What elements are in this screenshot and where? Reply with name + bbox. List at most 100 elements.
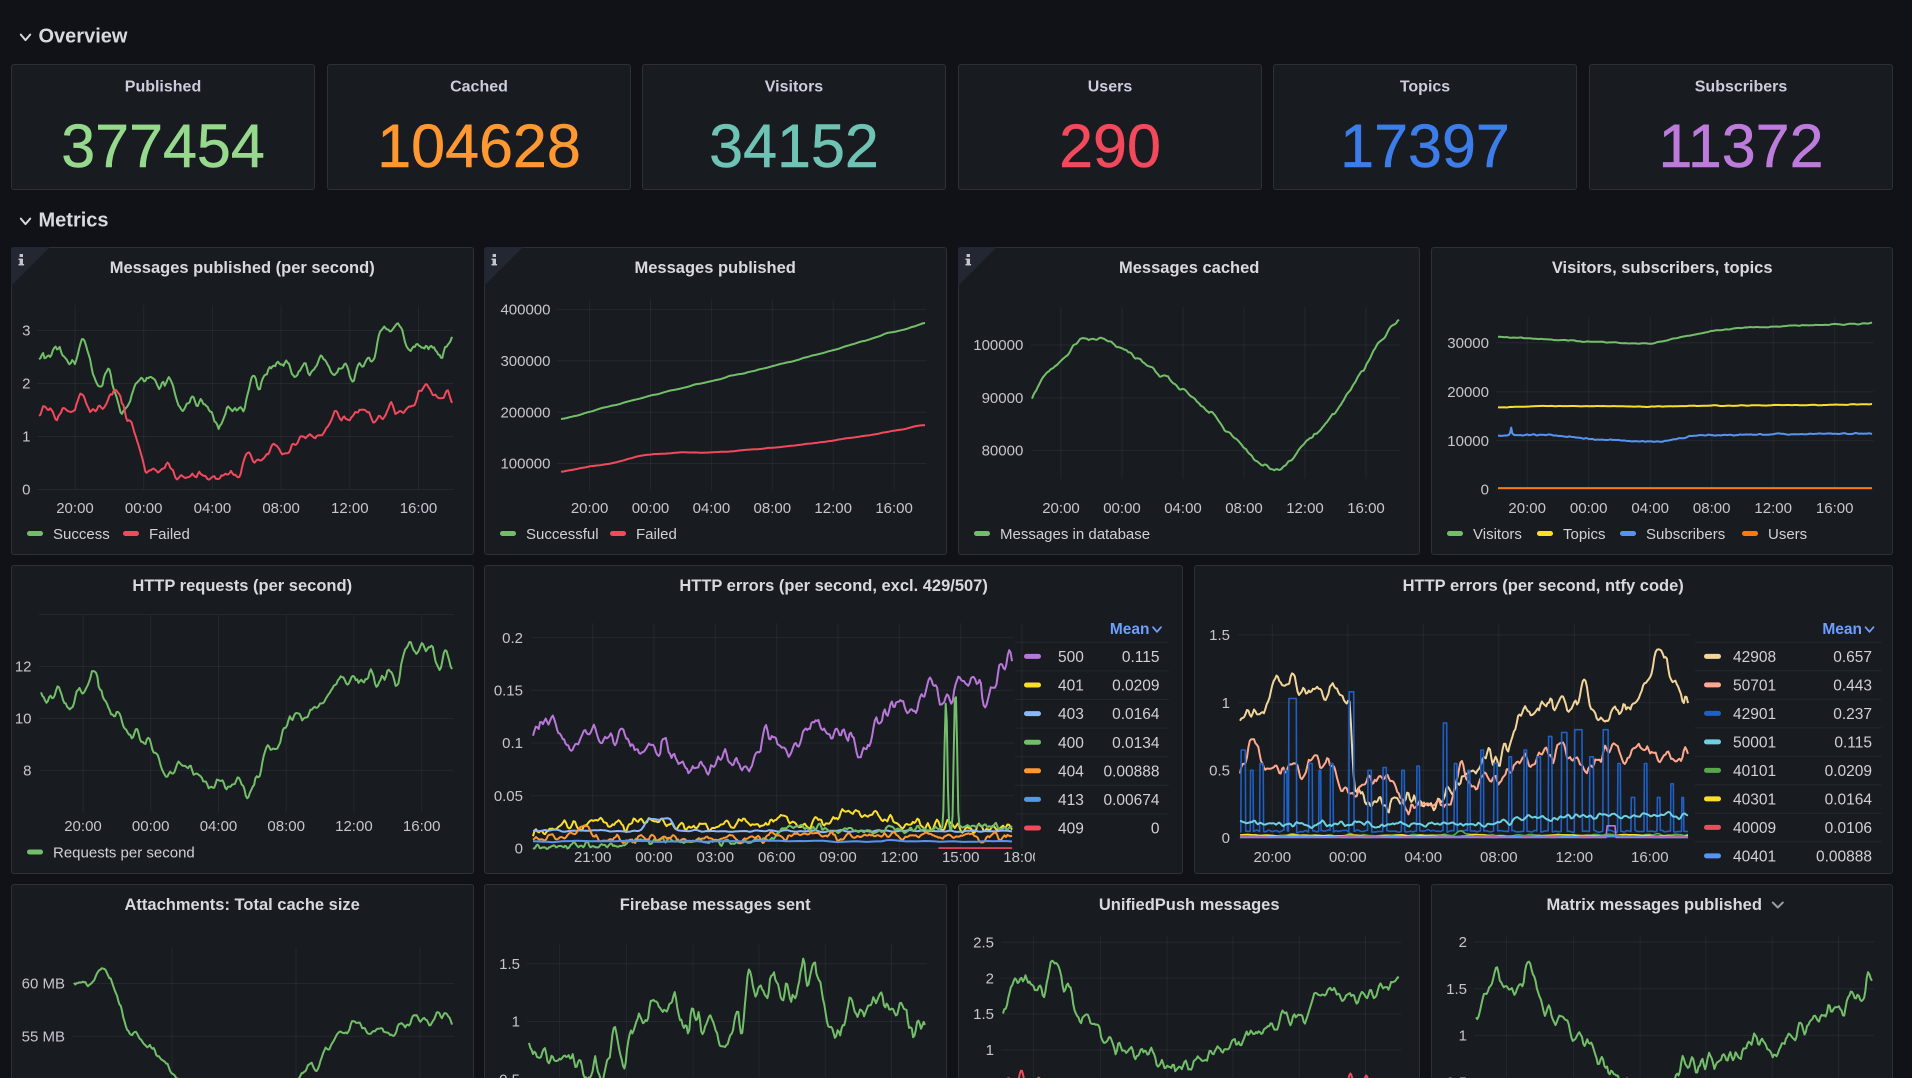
svg-text:Cached: Cached bbox=[450, 79, 508, 96]
svg-text:100000: 100000 bbox=[501, 455, 551, 472]
svg-text:11372: 11372 bbox=[1658, 112, 1823, 180]
svg-text:1: 1 bbox=[1458, 1028, 1466, 1045]
svg-text:UnifiedPush messages: UnifiedPush messages bbox=[1098, 896, 1279, 914]
svg-text:200000: 200000 bbox=[501, 404, 551, 421]
svg-text:12:00: 12:00 bbox=[815, 500, 853, 517]
svg-text:Overview: Overview bbox=[39, 26, 128, 48]
svg-text:300000: 300000 bbox=[501, 353, 551, 370]
svg-text:12:00: 12:00 bbox=[881, 849, 919, 866]
svg-text:08:00: 08:00 bbox=[1225, 500, 1263, 517]
svg-text:04:00: 04:00 bbox=[1631, 500, 1669, 517]
svg-text:08:00: 08:00 bbox=[267, 818, 305, 835]
svg-text:413: 413 bbox=[1058, 792, 1084, 809]
svg-text:60 MB: 60 MB bbox=[22, 976, 65, 993]
svg-text:3: 3 bbox=[22, 322, 30, 339]
svg-text:0.0134: 0.0134 bbox=[1112, 735, 1160, 752]
svg-text:HTTP errors (per second, excl.: HTTP errors (per second, excl. 429/507) bbox=[680, 577, 988, 595]
svg-text:12:00: 12:00 bbox=[335, 818, 373, 835]
svg-text:2: 2 bbox=[1458, 934, 1466, 951]
svg-text:Subscribers: Subscribers bbox=[1646, 526, 1725, 543]
svg-text:15:00: 15:00 bbox=[942, 849, 980, 866]
svg-text:34152: 34152 bbox=[709, 112, 879, 180]
svg-text:Failed: Failed bbox=[149, 526, 190, 543]
svg-text:10: 10 bbox=[15, 711, 32, 728]
svg-text:409: 409 bbox=[1058, 821, 1084, 838]
svg-text:0.237: 0.237 bbox=[1833, 706, 1872, 723]
svg-text:0.5: 0.5 bbox=[499, 1071, 520, 1078]
svg-text:Mean: Mean bbox=[1110, 621, 1150, 638]
svg-text:09:00: 09:00 bbox=[820, 849, 858, 866]
svg-text:18:00: 18:00 bbox=[1004, 849, 1042, 866]
svg-text:42901: 42901 bbox=[1733, 706, 1776, 723]
svg-text:1.5: 1.5 bbox=[973, 1006, 994, 1023]
svg-text:Messages published (per second: Messages published (per second) bbox=[110, 259, 375, 277]
svg-text:20000: 20000 bbox=[1447, 383, 1489, 400]
svg-text:04:00: 04:00 bbox=[1164, 500, 1202, 517]
svg-text:0.0106: 0.0106 bbox=[1825, 820, 1872, 837]
svg-text:500: 500 bbox=[1058, 649, 1084, 666]
svg-text:0: 0 bbox=[1222, 830, 1230, 847]
svg-text:HTTP errors (per second, ntfy: HTTP errors (per second, ntfy code) bbox=[1403, 577, 1684, 595]
svg-text:12:00: 12:00 bbox=[331, 500, 369, 517]
svg-text:0.5: 0.5 bbox=[1446, 1074, 1467, 1078]
svg-text:Firebase messages sent: Firebase messages sent bbox=[620, 896, 811, 914]
svg-text:Messages published: Messages published bbox=[635, 259, 796, 277]
svg-text:16:00: 16:00 bbox=[876, 500, 914, 517]
svg-text:12: 12 bbox=[15, 659, 32, 676]
svg-text:00:00: 00:00 bbox=[636, 849, 674, 866]
svg-text:403: 403 bbox=[1058, 706, 1084, 723]
svg-text:Mean: Mean bbox=[1822, 621, 1862, 638]
svg-text:2.5: 2.5 bbox=[973, 934, 994, 951]
svg-text:0.5: 0.5 bbox=[1209, 763, 1230, 780]
svg-text:Topics: Topics bbox=[1563, 526, 1606, 543]
svg-text:Messages cached: Messages cached bbox=[1119, 259, 1259, 277]
svg-text:90000: 90000 bbox=[981, 390, 1023, 407]
svg-text:20:00: 20:00 bbox=[571, 500, 609, 517]
svg-text:04:00: 04:00 bbox=[1405, 849, 1443, 866]
svg-text:Visitors: Visitors bbox=[1473, 526, 1522, 543]
svg-text:Visitors: Visitors bbox=[765, 79, 824, 96]
svg-text:0.0164: 0.0164 bbox=[1112, 706, 1160, 723]
svg-text:20:00: 20:00 bbox=[1254, 849, 1292, 866]
svg-text:Topics: Topics bbox=[1400, 79, 1450, 96]
svg-text:401: 401 bbox=[1058, 678, 1084, 695]
svg-text:40101: 40101 bbox=[1733, 763, 1776, 780]
svg-text:50701: 50701 bbox=[1733, 678, 1776, 695]
svg-text:290: 290 bbox=[1059, 112, 1161, 180]
svg-text:16:00: 16:00 bbox=[1347, 500, 1385, 517]
svg-text:2: 2 bbox=[985, 970, 993, 987]
svg-text:Users: Users bbox=[1768, 526, 1807, 543]
svg-text:12:00: 12:00 bbox=[1556, 849, 1594, 866]
svg-text:Requests per second: Requests per second bbox=[53, 845, 195, 862]
svg-text:0.00674: 0.00674 bbox=[1104, 792, 1160, 809]
svg-text:1.5: 1.5 bbox=[1209, 627, 1230, 644]
svg-text:Users: Users bbox=[1087, 79, 1132, 96]
svg-text:30000: 30000 bbox=[1447, 335, 1489, 352]
svg-text:0.00888: 0.00888 bbox=[1816, 849, 1872, 866]
svg-text:8: 8 bbox=[23, 763, 31, 780]
svg-text:400: 400 bbox=[1058, 735, 1084, 752]
svg-text:1: 1 bbox=[985, 1042, 993, 1059]
svg-text:16:00: 16:00 bbox=[400, 500, 438, 517]
svg-text:10000: 10000 bbox=[1447, 432, 1489, 449]
svg-text:21:00: 21:00 bbox=[574, 849, 612, 866]
svg-text:00:00: 00:00 bbox=[132, 818, 170, 835]
svg-text:16:00: 16:00 bbox=[1631, 849, 1669, 866]
svg-text:16:00: 16:00 bbox=[1816, 500, 1854, 517]
svg-text:0.115: 0.115 bbox=[1122, 649, 1160, 666]
svg-text:12:00: 12:00 bbox=[1286, 500, 1324, 517]
svg-text:Successful: Successful bbox=[526, 526, 599, 543]
svg-text:0.0164: 0.0164 bbox=[1825, 792, 1873, 809]
svg-text:40009: 40009 bbox=[1733, 820, 1776, 837]
svg-text:08:00: 08:00 bbox=[754, 500, 792, 517]
svg-text:00:00: 00:00 bbox=[1103, 500, 1141, 517]
svg-text:04:00: 04:00 bbox=[200, 818, 238, 835]
svg-text:04:00: 04:00 bbox=[693, 500, 731, 517]
svg-text:04:00: 04:00 bbox=[194, 500, 232, 517]
svg-text:0: 0 bbox=[1151, 821, 1160, 838]
svg-text:0: 0 bbox=[1480, 481, 1488, 498]
svg-text:40401: 40401 bbox=[1733, 849, 1776, 866]
svg-text:00:00: 00:00 bbox=[1570, 500, 1608, 517]
svg-text:1.5: 1.5 bbox=[1446, 981, 1467, 998]
svg-text:400000: 400000 bbox=[501, 301, 551, 318]
